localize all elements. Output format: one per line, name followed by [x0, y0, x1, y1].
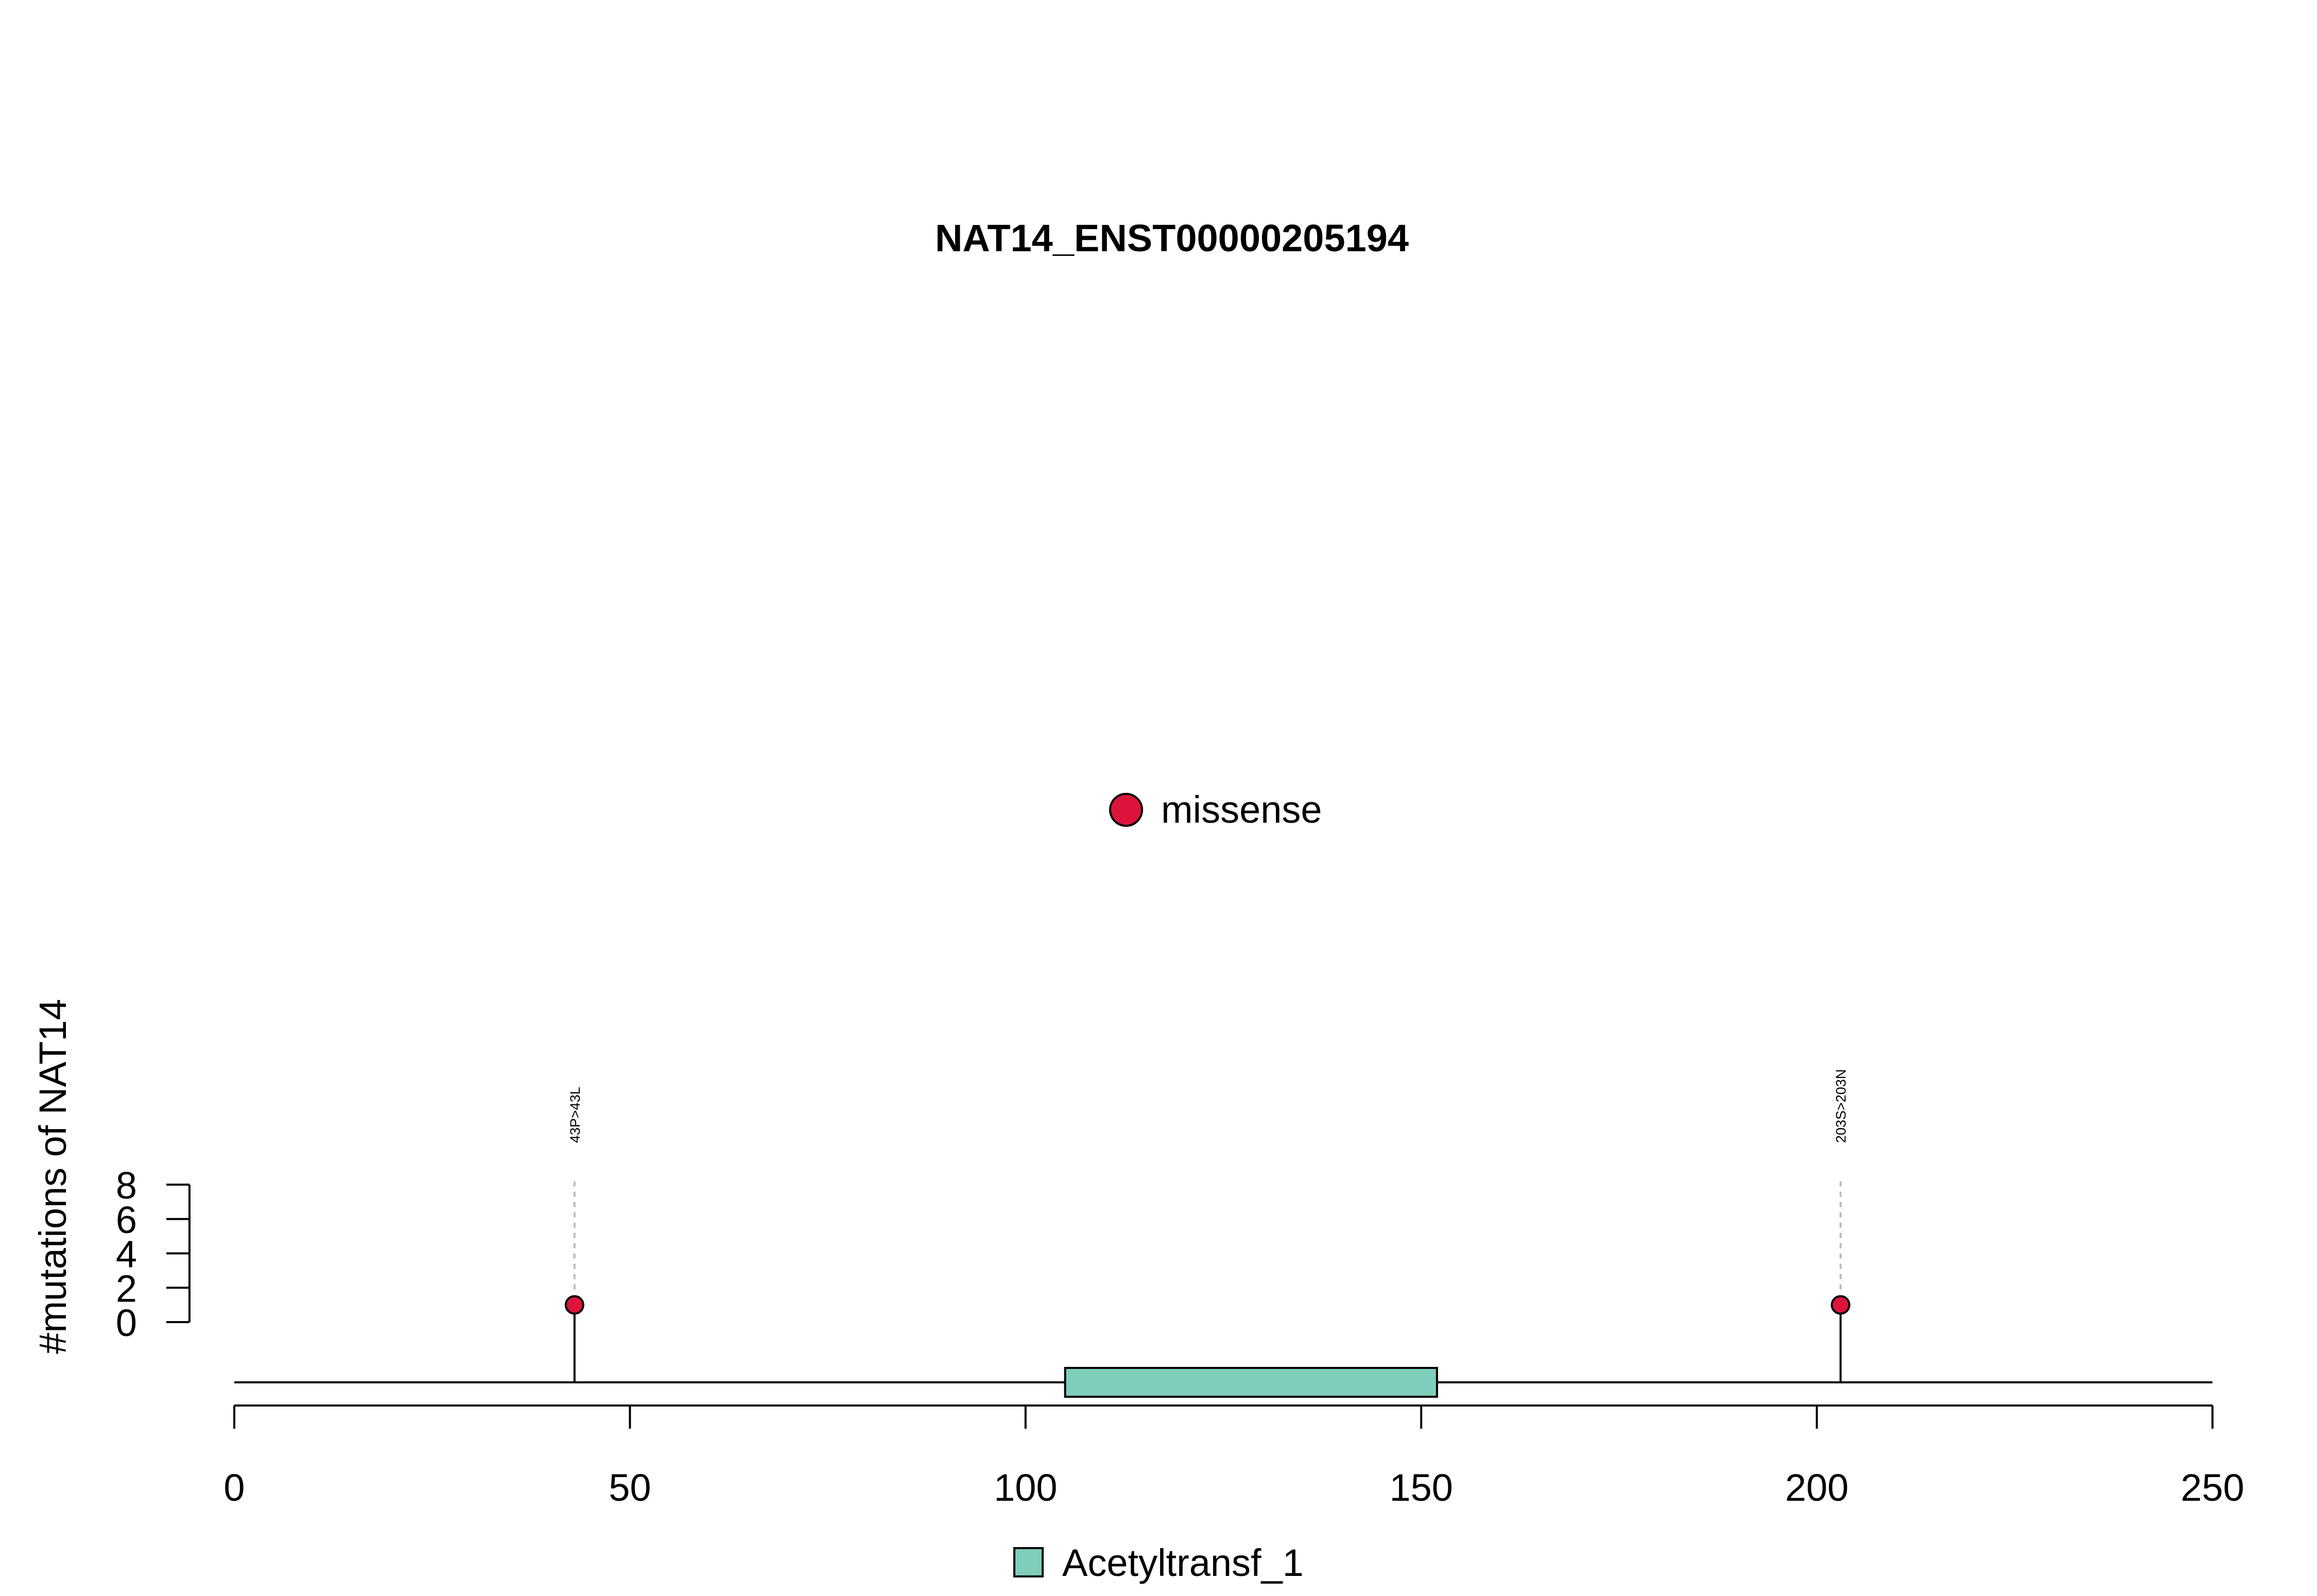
y-tick-label: 0: [116, 1302, 137, 1344]
protein-backbone: [234, 1367, 2212, 1398]
mutation-label: 43P>43L: [567, 1087, 583, 1143]
domain-legend: Acetyltransf_1: [1013, 1541, 1304, 1584]
y-tick-label: 8: [116, 1164, 137, 1207]
chart-title: NAT14_ENST00000205194: [935, 217, 1409, 259]
missense-legend-marker: [1109, 793, 1143, 827]
domain-box: [1064, 1367, 1438, 1398]
domain-legend-swatch: [1013, 1547, 1044, 1577]
mutation-lollipops: 43P>43L 203S>203N: [564, 1069, 1851, 1382]
domain-legend-label: Acetyltransf_1: [1062, 1541, 1304, 1584]
y-tick-label: 2: [116, 1267, 137, 1310]
y-tick-label: 4: [116, 1233, 137, 1276]
missense-legend-label: missense: [1161, 788, 1322, 831]
x-tick-label: 0: [223, 1466, 245, 1509]
mutation-marker: [564, 1295, 584, 1315]
mutation-label: 203S>203N: [1834, 1069, 1849, 1143]
y-axis-label: #mutations of NAT14: [31, 999, 74, 1354]
x-tick-label: 150: [1389, 1466, 1453, 1509]
x-tick-label: 250: [2181, 1466, 2244, 1509]
y-tick-label: 6: [116, 1199, 137, 1241]
x-tick-label: 100: [994, 1466, 1057, 1509]
mutation-marker: [1830, 1295, 1851, 1315]
x-tick-label: 50: [609, 1466, 651, 1509]
x-tick-label: 200: [1785, 1466, 1848, 1509]
mutation-type-legend: missense: [1109, 788, 1322, 831]
x-axis: 0 50 100 150 200 250: [223, 1404, 2244, 1509]
